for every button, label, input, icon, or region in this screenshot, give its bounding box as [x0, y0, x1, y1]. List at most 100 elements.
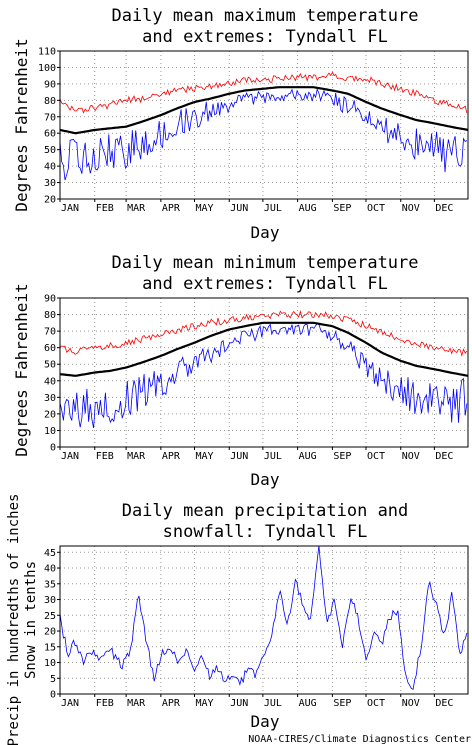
x-tick-label: SEP — [333, 451, 351, 462]
x-tick-label: FEB — [96, 203, 114, 214]
y-tick-label: 0 — [50, 443, 56, 454]
x-tick-label: JAN — [61, 203, 79, 214]
plot-frame — [59, 50, 469, 200]
y-tick-label: 60 — [44, 343, 56, 354]
y-tick-label: 5 — [50, 674, 56, 685]
max-temp-chart: Daily mean maximum temperature and extre… — [12, 6, 469, 242]
y-tick-label: 20 — [44, 409, 56, 420]
y-tick-label: 70 — [44, 112, 56, 123]
y-tick-label: 110 — [38, 47, 56, 58]
x-tick-label: MAY — [195, 451, 213, 462]
series-mean-line — [59, 321, 469, 377]
y-tick-label: 20 — [44, 195, 56, 206]
x-tick-label: MAY — [195, 203, 213, 214]
series-high-line — [59, 71, 468, 114]
x-tick-label: JUL — [264, 451, 282, 462]
x-tick-label: JAN — [61, 451, 79, 462]
chart-title-line-1: Daily mean minimum temperature — [111, 253, 418, 273]
x-tick-label: APR — [162, 698, 181, 709]
y-tick-labels: 20 30 40 50 60 70 80 90 100 110 — [38, 47, 60, 206]
gridlines — [59, 50, 468, 200]
series-precip-line — [59, 545, 468, 690]
x-tick-label: APR — [162, 203, 181, 214]
y-tick-label: 80 — [44, 96, 56, 107]
x-tick-label: AUG — [299, 203, 317, 214]
y-tick-label: 25 — [44, 611, 56, 622]
y-axis-label: Degrees Fahrenheit — [12, 283, 31, 456]
x-tick-label: FEB — [96, 698, 114, 709]
y-tick-label: 15 — [44, 642, 56, 653]
x-tick-label: AUG — [299, 451, 317, 462]
x-axis-label: Day — [251, 712, 280, 731]
y-axis-label: Degrees Fahrenheit — [12, 38, 31, 211]
y-tick-label: 30 — [44, 595, 56, 606]
series-lines — [59, 71, 469, 181]
y-tick-label: 40 — [44, 376, 56, 387]
x-tick-labels: JAN FEB MAR APR MAY JUN JUL AUG SEP OCT NOV DEC — [59, 694, 453, 709]
x-tick-label: MAY — [195, 698, 213, 709]
chart-title-line-2: and extremes: Tyndall FL — [142, 27, 388, 47]
x-axis-label: Day — [251, 470, 280, 489]
x-tick-labels: JAN FEB MAR APR MAY JUN JUL AUG SEP OCT NOV DEC — [59, 447, 453, 462]
x-tick-label: JAN — [61, 698, 79, 709]
series-mean-line — [59, 86, 469, 135]
y-tick-label: 90 — [44, 79, 56, 90]
y-tick-label: 0 — [50, 690, 56, 701]
y-tick-label: 30 — [44, 178, 56, 189]
x-tick-labels: JAN FEB MAR APR MAY JUN JUL AUG SEP OCT NOV DEC — [59, 199, 453, 214]
y-tick-label: 50 — [44, 145, 56, 156]
credit-text: NOAA-CIRES/Climate Diagnostics Center — [248, 734, 471, 745]
x-tick-label: JUN — [230, 203, 248, 214]
min-temp-chart: Daily mean minimum temperature and extre… — [12, 253, 469, 489]
precip-chart: Daily mean precipitation and snowfall: T… — [6, 494, 469, 745]
y-tick-label: 10 — [44, 426, 56, 437]
y-axis-label-line-2: Snow in tenths — [23, 561, 39, 679]
x-tick-label: FEB — [96, 451, 114, 462]
y-tick-label: 40 — [44, 162, 56, 173]
chart-title-line-2: and extremes: Tyndall FL — [142, 274, 388, 294]
plot-frame — [59, 297, 469, 448]
y-tick-label: 50 — [44, 360, 56, 371]
x-tick-label: APR — [162, 451, 181, 462]
x-tick-label: DEC — [435, 203, 453, 214]
x-tick-label: SEP — [333, 698, 351, 709]
series-high-line — [60, 310, 468, 357]
x-tick-label: NOV — [402, 698, 420, 709]
y-tick-label: 40 — [44, 564, 56, 575]
y-axis-label-line-1: Precip in hundredths of inches — [6, 494, 22, 745]
y-tick-label: 60 — [44, 129, 56, 140]
x-tick-label: NOV — [402, 451, 420, 462]
gridlines — [59, 546, 468, 695]
y-tick-label: 80 — [44, 310, 56, 321]
y-tick-label: 100 — [38, 63, 56, 74]
x-tick-label: MAR — [127, 698, 146, 709]
x-tick-label: OCT — [367, 698, 385, 709]
series-low-line — [59, 323, 468, 429]
y-tick-label: 10 — [44, 658, 56, 669]
y-tick-label: 35 — [44, 579, 56, 590]
y-tick-label: 70 — [44, 327, 56, 338]
x-tick-label: JUN — [230, 451, 248, 462]
x-tick-label: SEP — [333, 203, 351, 214]
x-tick-label: JUN — [230, 698, 248, 709]
plot-frame — [59, 545, 469, 695]
x-axis-label: Day — [251, 223, 280, 242]
y-tick-label: 20 — [44, 627, 56, 638]
chart-title-line-1: Daily mean precipitation and — [122, 501, 409, 521]
chart-title-line-1: Daily mean maximum temperature — [111, 6, 418, 26]
y-tick-labels: 0 10 20 30 40 50 60 70 80 90 — [44, 294, 60, 454]
y-tick-labels: 0 5 10 15 20 25 30 35 40 45 — [44, 548, 60, 701]
x-tick-label: MAR — [127, 203, 146, 214]
x-tick-label: DEC — [435, 451, 453, 462]
x-tick-label: AUG — [299, 698, 317, 709]
y-tick-label: 30 — [44, 393, 56, 404]
x-tick-label: JUL — [264, 203, 282, 214]
series-low-line — [59, 88, 468, 181]
y-tick-label: 45 — [44, 548, 56, 559]
chart-title-line-2: snowfall: Tyndall FL — [163, 522, 368, 542]
x-tick-label: NOV — [402, 203, 420, 214]
x-tick-label: MAR — [127, 451, 146, 462]
x-tick-label: OCT — [367, 203, 385, 214]
y-tick-label: 90 — [44, 294, 56, 305]
